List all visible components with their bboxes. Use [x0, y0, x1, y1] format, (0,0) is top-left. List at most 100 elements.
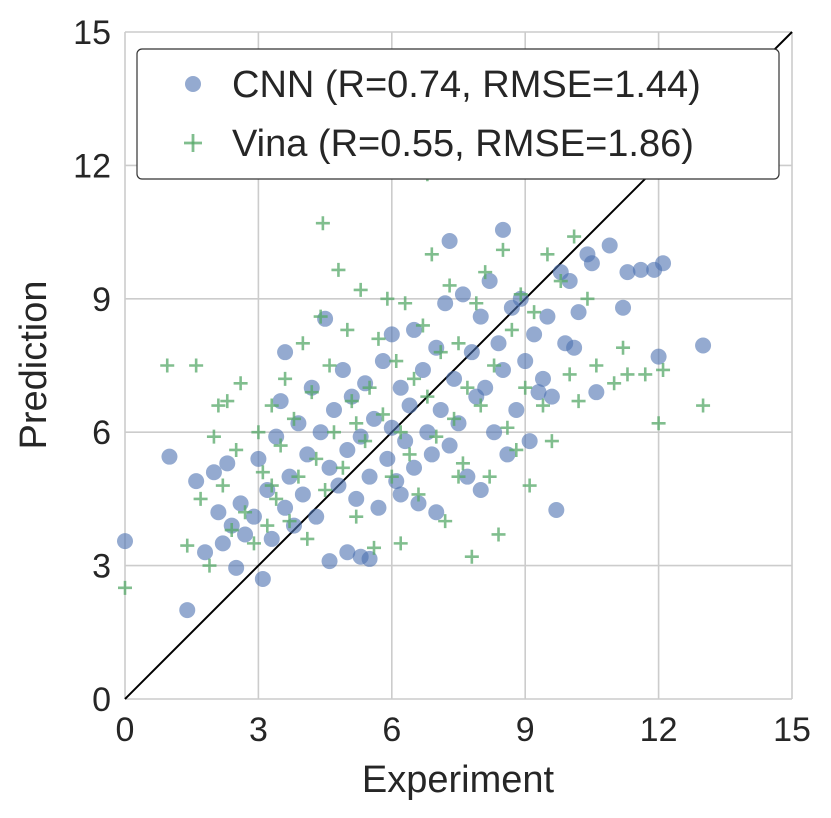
vina-point	[562, 367, 577, 382]
vina-point	[656, 362, 671, 377]
vina-point	[315, 216, 330, 231]
vina-point	[389, 354, 404, 369]
legend-marker-vina	[184, 134, 202, 152]
vina-point	[335, 460, 350, 475]
vina-point	[495, 242, 510, 257]
cnn-point	[650, 348, 667, 365]
vina-point	[220, 394, 235, 409]
vina-point	[424, 247, 439, 262]
vina-point	[447, 411, 462, 426]
cnn-point	[437, 295, 454, 312]
cnn-point	[472, 308, 489, 325]
cnn-point	[392, 486, 409, 503]
cnn-point	[406, 459, 423, 476]
cnn-point	[432, 401, 449, 418]
vina-point	[393, 425, 408, 440]
vina-point	[500, 420, 515, 435]
y-tick-label: 12	[73, 147, 111, 185]
cnn-point	[463, 344, 480, 361]
vina-point	[433, 345, 448, 360]
vina-point	[229, 442, 244, 457]
vina-point	[206, 429, 221, 444]
cnn-point	[401, 397, 418, 414]
vina-point	[322, 358, 337, 373]
cnn-point	[277, 344, 294, 361]
cnn-point	[197, 544, 214, 561]
vina-point	[202, 558, 217, 573]
cnn-point	[237, 526, 254, 543]
vina-point	[304, 385, 319, 400]
vina-point	[160, 358, 175, 373]
vina-point	[189, 358, 204, 373]
cnn-point	[446, 370, 463, 387]
cnn-point	[370, 499, 387, 516]
vina-point	[215, 478, 230, 493]
vina-point	[340, 322, 355, 337]
vina-point	[375, 407, 390, 422]
vina-point	[349, 509, 364, 524]
cnn-point	[392, 379, 409, 396]
cnn-point	[325, 401, 342, 418]
vina-point	[393, 536, 408, 551]
vina-point	[451, 336, 466, 351]
vina-point	[193, 491, 208, 506]
vina-point	[318, 483, 333, 498]
y-tick-label: 9	[92, 281, 111, 319]
vina-point	[509, 442, 524, 457]
cnn-point	[441, 437, 458, 454]
vina-point	[567, 229, 582, 244]
vina-point	[211, 398, 226, 413]
x-tick-label: 0	[116, 711, 135, 749]
cnn-point	[459, 468, 476, 485]
vina-point	[402, 447, 417, 462]
cnn-point	[277, 499, 294, 516]
cnn-point	[423, 446, 440, 463]
vina-point	[380, 291, 395, 306]
y-tick-label: 6	[92, 414, 111, 452]
vina-point	[180, 538, 195, 553]
x-tick-label: 9	[516, 711, 535, 749]
cnn-point	[548, 502, 565, 519]
cnn-point	[414, 361, 431, 378]
vina-point	[580, 291, 595, 306]
cnn-point	[210, 504, 227, 521]
vina-point	[696, 398, 711, 413]
cnn-point	[410, 495, 427, 512]
vina-point	[264, 398, 279, 413]
cnn-point	[330, 477, 347, 494]
cnn-point	[383, 326, 400, 343]
vina-point	[251, 425, 266, 440]
vina-point	[411, 487, 426, 502]
vina-point	[438, 514, 453, 529]
cnn-point	[228, 559, 245, 576]
cnn-point	[490, 335, 507, 352]
vina-point	[478, 265, 493, 280]
vina-point	[518, 380, 533, 395]
vina-point	[371, 331, 386, 346]
x-tick-label: 3	[249, 711, 268, 749]
cnn-point	[254, 570, 271, 587]
vina-point	[367, 540, 382, 555]
cnn-point	[321, 553, 338, 570]
cnn-point	[263, 530, 280, 547]
cnn-point	[588, 384, 605, 401]
vina-point	[571, 394, 586, 409]
vina-point	[616, 340, 631, 355]
vina-point	[540, 247, 555, 262]
vina-point	[353, 282, 368, 297]
vina-point	[286, 411, 301, 426]
vina-point	[469, 296, 484, 311]
legend-label-cnn: CNN (R=0.74, RMSE=1.44)	[232, 64, 701, 106]
vina-point	[491, 527, 506, 542]
cnn-point	[312, 424, 329, 441]
vina-point	[535, 398, 550, 413]
vina-point	[295, 336, 310, 351]
vina-point	[638, 367, 653, 382]
cnn-point	[348, 490, 365, 507]
vina-point	[260, 518, 275, 533]
cnn-point	[526, 326, 543, 343]
cnn-point	[281, 468, 298, 485]
vina-point	[464, 549, 479, 564]
cnn-point	[179, 602, 196, 619]
